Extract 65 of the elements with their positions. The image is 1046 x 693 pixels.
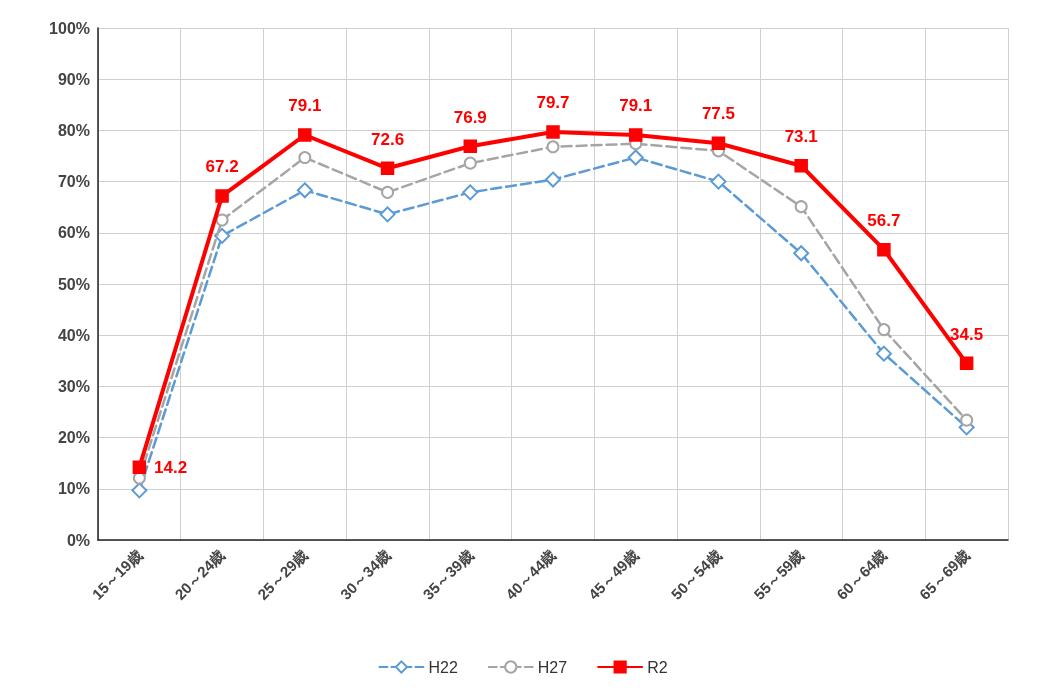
y-tick-label: 80% — [57, 121, 90, 139]
point — [296, 182, 313, 199]
y-tick-label: 70% — [57, 173, 90, 191]
y-tick-label: 20% — [57, 429, 90, 447]
point — [381, 185, 395, 199]
point — [711, 136, 726, 150]
point — [959, 356, 974, 371]
point — [794, 200, 808, 214]
point — [877, 242, 891, 257]
data-label: 73.1 — [784, 126, 818, 146]
x-tick-label: 45～49歳 — [584, 545, 642, 603]
data-label: 79.1 — [288, 96, 322, 116]
point — [379, 206, 396, 223]
x-tick-label: 30～34歳 — [336, 545, 394, 603]
y-tick-label: 30% — [57, 377, 90, 395]
x-tick-label: 25～29歳 — [254, 545, 311, 603]
legend-label: H27 — [537, 658, 568, 676]
data-label: 72.6 — [371, 129, 405, 149]
point — [627, 149, 644, 166]
y-tick-label: 60% — [57, 224, 90, 242]
y-tick-label: 10% — [57, 480, 90, 498]
point — [215, 213, 229, 227]
data-label: 34.5 — [950, 324, 984, 344]
point — [628, 128, 643, 142]
point — [462, 184, 479, 201]
y-tick-label: 100% — [49, 19, 90, 37]
data-label: 77.5 — [701, 104, 735, 124]
y-tick-label: 0% — [66, 531, 90, 549]
x-tick-label: 20～24歳 — [171, 545, 229, 603]
x-tick-label: 50～54歳 — [667, 545, 725, 603]
point — [132, 460, 147, 475]
point — [794, 158, 808, 173]
point — [793, 245, 810, 262]
y-tick-label: 40% — [57, 326, 90, 344]
point — [131, 482, 148, 499]
point — [710, 173, 727, 190]
point — [298, 128, 312, 142]
point — [298, 151, 312, 165]
x-tick-label: 15～19歳 — [88, 545, 146, 603]
point — [463, 139, 478, 154]
data-label: 76.9 — [453, 107, 487, 127]
y-tick-label: 90% — [57, 70, 90, 88]
point — [215, 189, 229, 203]
x-tick-label: 35～39歳 — [419, 545, 477, 603]
point — [877, 323, 891, 337]
point — [545, 171, 561, 188]
x-tick-label: 60～64歳 — [833, 545, 890, 603]
data-label: 79.1 — [619, 96, 653, 116]
point — [546, 140, 560, 154]
legend-label: R2 — [647, 658, 668, 676]
data-label: 79.7 — [536, 93, 570, 113]
point — [875, 345, 892, 362]
point — [960, 413, 974, 427]
data-label: 14.2 — [154, 457, 188, 477]
data-label: 67.2 — [205, 157, 239, 177]
x-tick-label: 40～44歳 — [502, 545, 560, 603]
data-label: 56.7 — [867, 210, 901, 230]
point — [380, 161, 395, 176]
point — [214, 227, 231, 244]
x-tick-label: 65～69歳 — [915, 545, 973, 603]
point — [546, 125, 560, 139]
legend-label: H22 — [428, 658, 458, 676]
point — [463, 156, 477, 170]
y-tick-label: 50% — [57, 275, 90, 293]
x-tick-label: 55～59歳 — [750, 545, 808, 603]
